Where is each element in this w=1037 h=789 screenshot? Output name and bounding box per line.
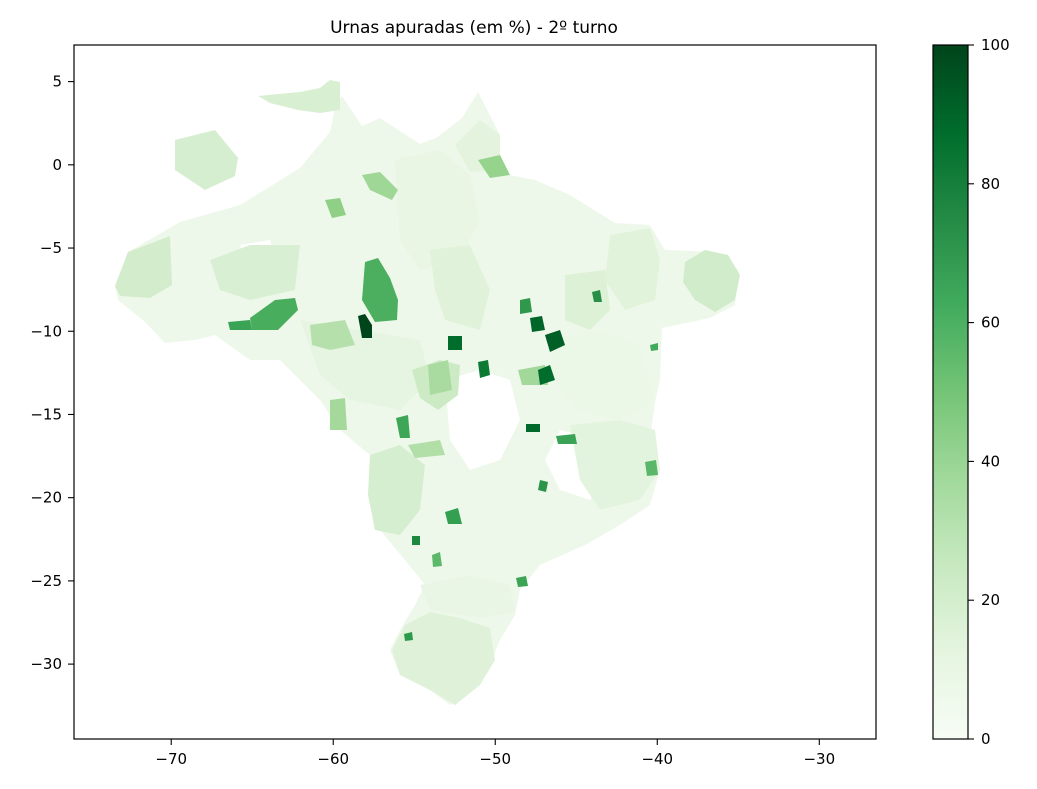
region-ms xyxy=(368,445,425,535)
x-tick-label: −60 xyxy=(317,750,349,768)
region-mid-green-7 xyxy=(408,440,445,458)
region-mid-green-6 xyxy=(478,155,510,178)
region-madeira-high xyxy=(362,258,398,322)
region-high-maranhao xyxy=(520,298,532,314)
region-bahia xyxy=(550,330,655,420)
x-axis: −70 −60 −50 −40 −30 xyxy=(155,739,835,768)
region-high-al xyxy=(650,343,658,351)
region-dark-central xyxy=(478,360,490,378)
region-tocantins xyxy=(430,245,490,330)
colorbar xyxy=(932,44,969,740)
region-med-sp xyxy=(432,552,442,567)
y-tick-label: −20 xyxy=(30,489,62,507)
x-tick-label: −40 xyxy=(641,750,673,768)
region-amazonas-south xyxy=(210,245,300,300)
colorbar-axis: 0 20 40 60 80 100 xyxy=(968,36,1010,748)
territory-blank-1 xyxy=(445,370,520,470)
region-high-strip xyxy=(228,320,252,330)
region-pi xyxy=(565,270,610,330)
plot-frame xyxy=(73,44,877,740)
x-tick-label: −70 xyxy=(155,750,187,768)
region-dark-goias xyxy=(526,424,540,432)
region-mid-green-5 xyxy=(330,398,347,430)
colorbar-tick-label: 100 xyxy=(981,36,1010,54)
chart-title: Urnas apuradas (em %) - 2º turno xyxy=(330,18,618,38)
region-high-es xyxy=(645,460,658,476)
region-para-centre xyxy=(395,150,480,270)
region-roraima xyxy=(258,80,340,113)
region-sc xyxy=(420,575,515,618)
y-tick-label: −5 xyxy=(40,239,62,257)
colorbar-tick-label: 0 xyxy=(981,730,991,748)
region-high-mt xyxy=(396,415,410,438)
region-acre xyxy=(115,236,172,298)
y-tick-label: 0 xyxy=(52,156,62,174)
x-tick-label: −30 xyxy=(803,750,835,768)
x-tick-label: −50 xyxy=(479,750,511,768)
region-dark-tocantins-2 xyxy=(530,316,545,332)
region-dark-tocantins-1 xyxy=(448,336,462,350)
region-high-ms xyxy=(445,508,462,524)
region-rondonia-high xyxy=(250,298,298,330)
region-dark-xingu xyxy=(358,314,372,338)
region-mid-green-3 xyxy=(362,172,398,200)
region-ceara xyxy=(605,228,660,310)
region-high-pernambuco xyxy=(592,290,602,302)
colorbar-tick-label: 40 xyxy=(981,452,1000,470)
region-mid-green-4 xyxy=(325,198,346,218)
y-tick-label: −30 xyxy=(30,655,62,673)
region-mid-green-1 xyxy=(310,320,355,350)
y-tick-label: −15 xyxy=(30,405,62,423)
region-dark-bahia-west xyxy=(538,365,555,385)
colorbar-tick-label: 20 xyxy=(981,591,1000,609)
y-tick-label: 5 xyxy=(52,73,62,91)
region-north-west xyxy=(175,130,238,190)
colorbar-tick-label: 80 xyxy=(981,175,1000,193)
region-high-sp xyxy=(516,576,528,587)
region-high-mg xyxy=(538,480,548,492)
region-mg-east xyxy=(570,420,660,510)
colorbar-tick-label: 60 xyxy=(981,314,1000,332)
map-region-layer xyxy=(115,80,740,705)
y-tick-label: −10 xyxy=(30,322,62,340)
region-mid-green-2 xyxy=(428,360,452,395)
region-rs xyxy=(392,612,495,705)
y-tick-label: −25 xyxy=(30,572,62,590)
region-high-pr xyxy=(412,536,420,545)
region-high-ba xyxy=(556,434,577,444)
region-rn-dotted xyxy=(683,250,740,312)
y-axis: 5 0 −5 −10 −15 −20 −25 −30 xyxy=(30,73,74,673)
region-dark-maranhao xyxy=(545,330,565,352)
region-high-sc xyxy=(404,632,413,641)
